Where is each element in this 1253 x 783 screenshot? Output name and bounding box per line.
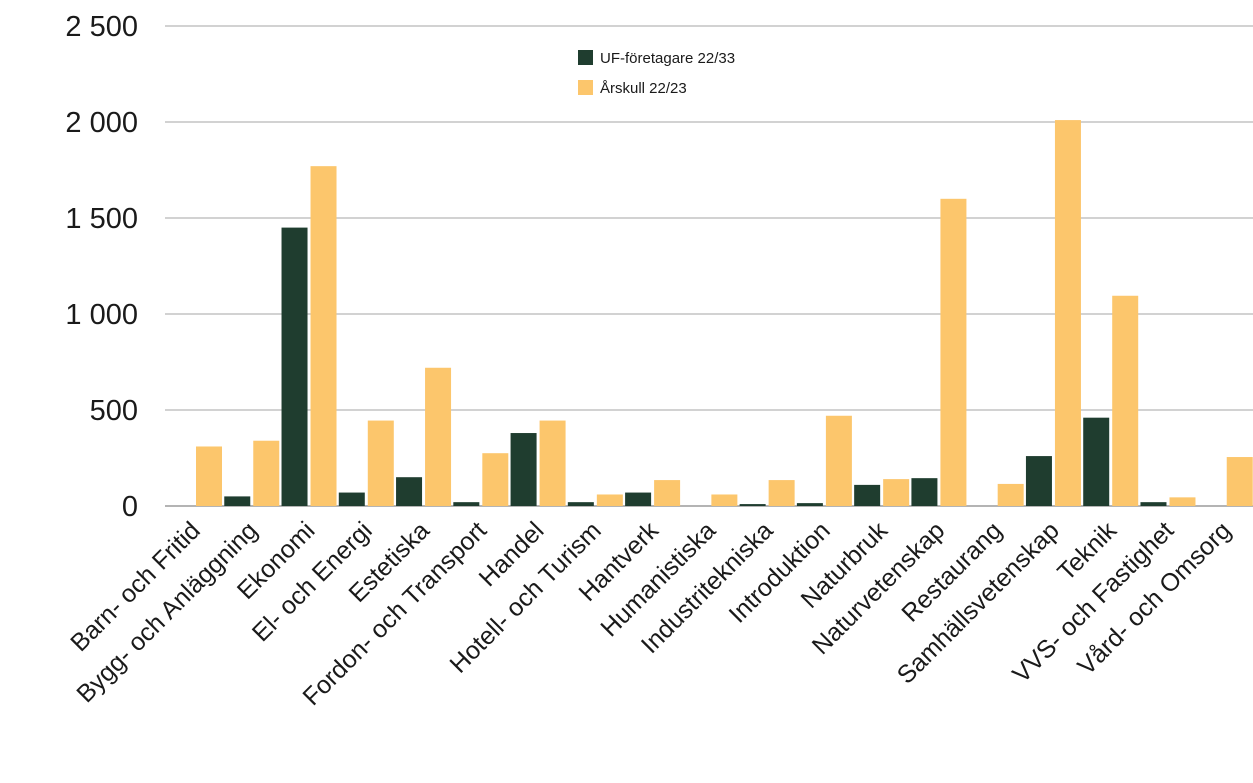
legend-swatch-uf-foretagare — [578, 50, 593, 65]
legend-label-arskull: Årskull 22/23 — [600, 80, 687, 97]
bar-series0-12 — [854, 484, 881, 506]
bar-series0-17 — [1140, 502, 1167, 506]
bar-series0-16 — [1083, 417, 1110, 506]
bar-series1-18 — [1226, 457, 1253, 506]
legend: UF-företagare 22/33 Årskull 22/23 — [578, 50, 735, 97]
bar-series0-7 — [567, 502, 594, 506]
y-tick-label: 2 500 — [65, 11, 138, 43]
bar-series1-2 — [310, 166, 337, 506]
bar-series0-11 — [796, 503, 823, 506]
y-tick-label: 0 — [122, 491, 138, 523]
bar-series1-14 — [997, 483, 1024, 506]
bar-series1-4 — [425, 367, 452, 506]
bar-series1-17 — [1169, 497, 1196, 506]
y-axis-tick-labels: 0 500 1 000 1 500 2 000 2 500 — [65, 11, 138, 523]
bar-series0-2 — [281, 227, 308, 506]
bar-series1-5 — [482, 453, 509, 506]
bar-series0-3 — [338, 492, 365, 506]
bar-series0-5 — [453, 502, 480, 506]
bar-series0-10 — [739, 504, 766, 506]
legend-swatch-arskull — [578, 80, 593, 95]
bar-series1-13 — [940, 198, 967, 507]
bar-series1-3 — [367, 420, 394, 506]
bar-series1-6 — [539, 420, 566, 506]
bar-series1-1 — [253, 440, 280, 506]
y-tick-label: 500 — [90, 395, 138, 427]
bar-series1-7 — [596, 494, 623, 506]
y-tick-label: 1 000 — [65, 299, 138, 331]
legend-label-uf-foretagare: UF-företagare 22/33 — [600, 50, 735, 67]
bar-series1-10 — [768, 480, 795, 506]
bar-series1-12 — [883, 479, 910, 506]
bar-series0-15 — [1025, 456, 1052, 506]
y-tick-label: 2 000 — [65, 107, 138, 139]
bar-series0-8 — [625, 492, 652, 506]
bar-series0-4 — [396, 477, 423, 506]
bar-series0-1 — [224, 496, 251, 506]
bar-series1-9 — [711, 494, 738, 506]
bar-series0-6 — [510, 433, 537, 506]
bar-series1-8 — [654, 480, 681, 506]
bar-series0-13 — [911, 478, 938, 506]
bars — [196, 120, 1253, 507]
bar-series1-16 — [1112, 295, 1139, 506]
bar-series1-15 — [1054, 120, 1081, 506]
bar-series1-11 — [825, 415, 852, 506]
y-tick-label: 1 500 — [65, 203, 138, 235]
bar-series1-0 — [196, 446, 222, 506]
